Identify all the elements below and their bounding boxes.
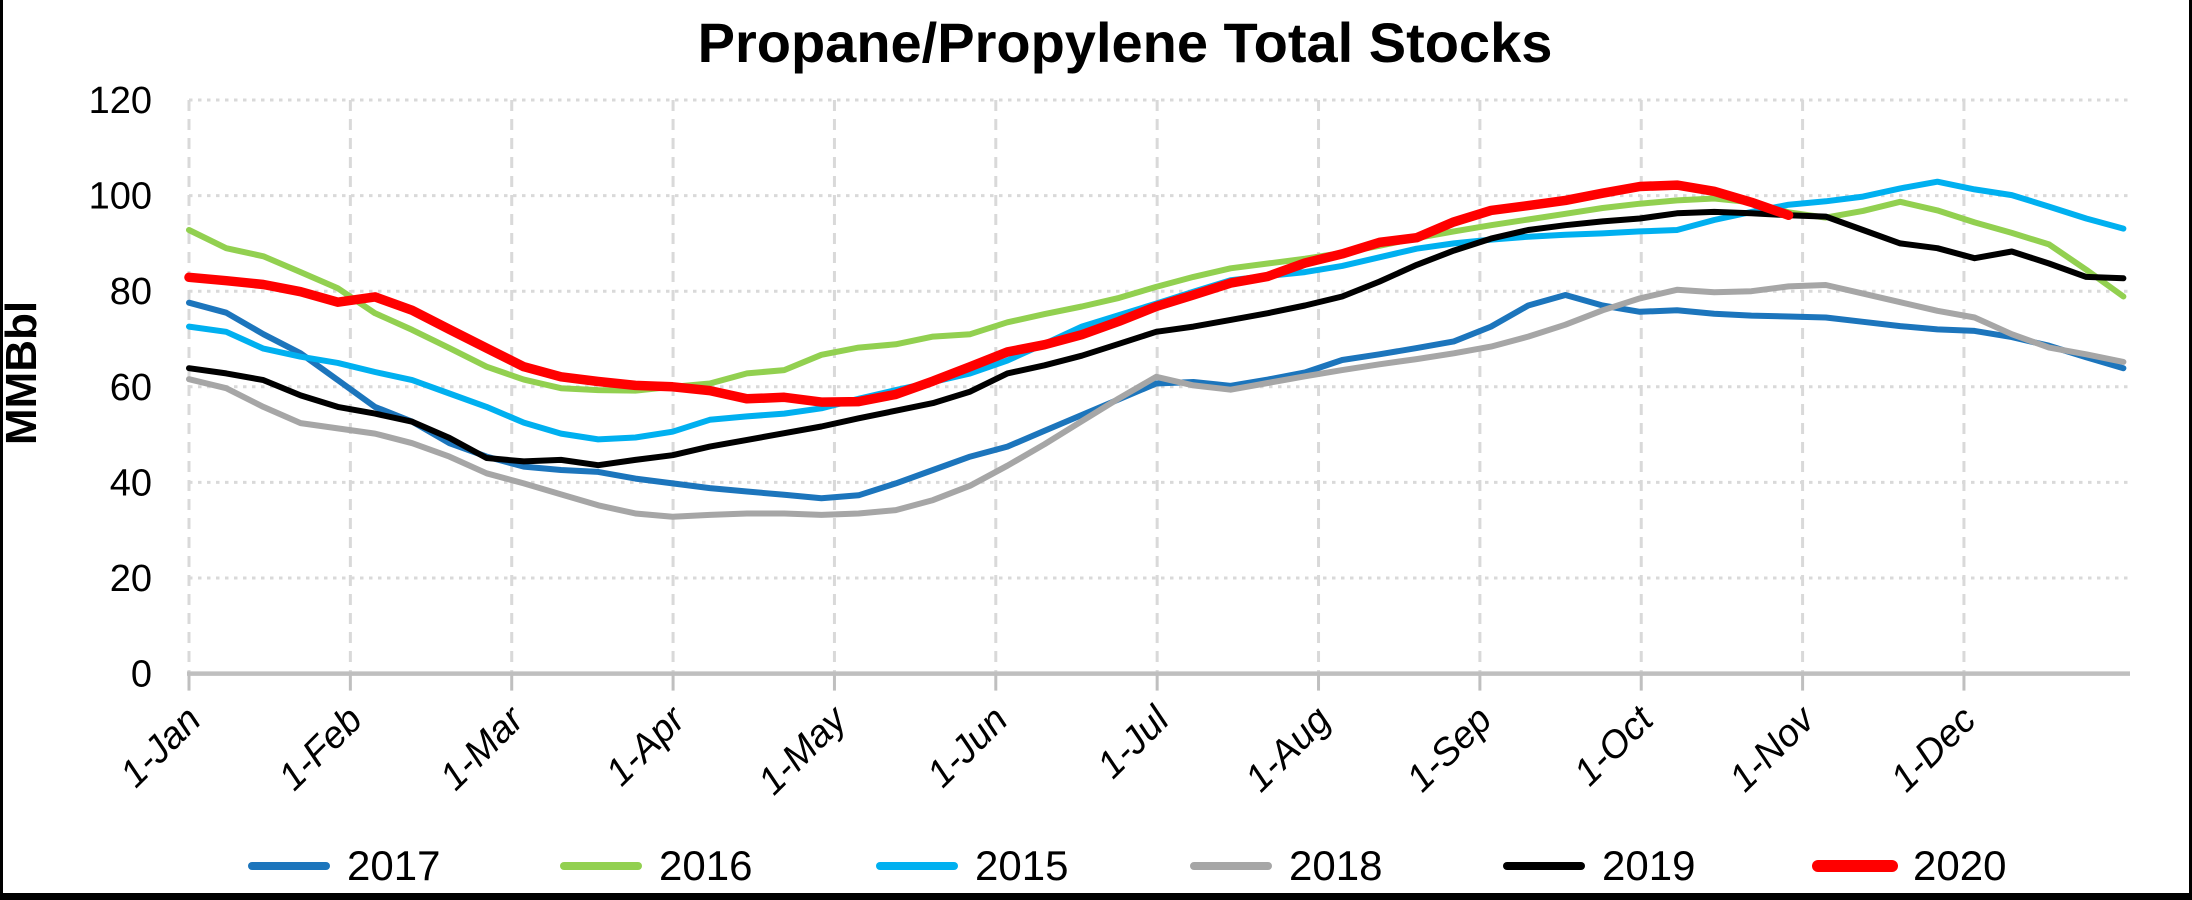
legend: 2017 2016 2015 2018 2019 2020: [248, 842, 2006, 889]
gridlines: [187, 98, 2130, 674]
legend-label-2015[interactable]: 2015: [975, 842, 1068, 889]
x-axis-label-1-Feb: 1-Feb: [271, 699, 371, 799]
series-line-2020: [184, 180, 1794, 407]
x-axis-label-1-May: 1-May: [750, 697, 856, 803]
legend-label-2019[interactable]: 2019: [1602, 842, 1695, 889]
y-axis-label-100: 100: [89, 176, 152, 218]
legend-label-2016[interactable]: 2016: [659, 842, 752, 889]
legend-label-2017[interactable]: 2017: [347, 842, 440, 889]
y-axis-title: MMBbl: [0, 301, 46, 445]
x-axis-label-1-Aug: 1-Aug: [1237, 699, 1338, 800]
series-line-2019: [186, 208, 2127, 469]
x-axis-label-1-Jun: 1-Jun: [919, 699, 1016, 796]
x-axis-label-1-Apr: 1-Apr: [598, 698, 694, 794]
y-axis-label-80: 80: [110, 271, 152, 313]
legend-label-2018[interactable]: 2018: [1289, 842, 1382, 889]
x-axis-label-1-Mar: 1-Mar: [432, 698, 533, 799]
y-axis-label-60: 60: [110, 367, 152, 409]
series-lines: [184, 178, 2127, 520]
x-axis-label-1-Jan: 1-Jan: [112, 699, 209, 796]
y-axis-label-120: 120: [89, 80, 152, 122]
y-axis-label-20: 20: [110, 558, 152, 600]
chart-title: Propane/Propylene Total Stocks: [698, 11, 1553, 74]
x-axis-label-1-Jul: 1-Jul: [1090, 698, 1179, 787]
x-axis-label-1-Nov: 1-Nov: [1722, 697, 1825, 800]
x-axis-label-1-Sep: 1-Sep: [1399, 699, 1500, 800]
x-axis-label-1-Dec: 1-Dec: [1883, 699, 1984, 800]
y-axis-label-40: 40: [110, 462, 152, 504]
y-axis-label-0: 0: [131, 654, 152, 696]
right-frame-border: [2189, 0, 2192, 900]
bottom-frame-border: [0, 893, 2192, 900]
legend-label-2020[interactable]: 2020: [1913, 842, 2006, 889]
left-frame-border: [0, 0, 3, 900]
x-axis-label-1-Oct: 1-Oct: [1566, 698, 1662, 794]
series-line-2018: [186, 282, 2127, 520]
